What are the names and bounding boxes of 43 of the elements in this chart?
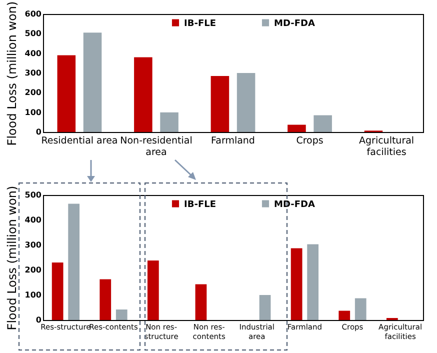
legend-label: IB-FLE xyxy=(184,18,216,29)
y-tick-label: 100 xyxy=(24,290,42,300)
bar xyxy=(210,76,230,132)
bar xyxy=(134,57,152,132)
x-tick-label: Crops xyxy=(296,136,324,146)
legend-label: IB-FLE xyxy=(184,200,216,210)
bar xyxy=(338,310,350,320)
bar xyxy=(307,244,319,320)
y-tick-label: 100 xyxy=(24,108,42,117)
y-tick-label: 300 xyxy=(24,68,42,78)
bar xyxy=(68,204,80,320)
bar xyxy=(195,284,207,320)
bar xyxy=(314,115,332,132)
bar xyxy=(147,260,159,320)
x-tick-label: Residential area xyxy=(41,136,118,146)
y-tick-label: 0 xyxy=(36,128,42,136)
bar xyxy=(83,32,102,132)
legend-label: MD-FDA xyxy=(274,18,315,29)
y-axis-title: Flood Loss (million won) xyxy=(4,186,19,330)
x-tick-label: Farmland xyxy=(211,136,255,146)
bar xyxy=(57,55,76,132)
bar xyxy=(116,310,128,320)
y-tick-label: 200 xyxy=(24,266,42,274)
y-tick-label: 200 xyxy=(24,88,42,98)
y-tick-label: 600 xyxy=(24,10,42,18)
bar xyxy=(290,248,302,320)
bar xyxy=(236,73,256,132)
bar xyxy=(160,112,178,132)
y-tick-label: 400 xyxy=(24,216,42,224)
bar xyxy=(288,124,306,132)
bar xyxy=(52,262,64,320)
y-tick-label: 500 xyxy=(24,190,42,200)
x-tick-label: Non-residential area xyxy=(120,136,192,158)
bar xyxy=(354,298,366,320)
bar xyxy=(259,295,271,320)
y-tick-label: 300 xyxy=(24,240,42,250)
y-tick-label: 0 xyxy=(36,316,42,324)
bar xyxy=(100,279,112,320)
y-axis-title: Flood Loss (million won) xyxy=(4,1,19,146)
y-tick-label: 500 xyxy=(24,29,42,38)
x-tick-label: Agricultural facilities xyxy=(358,136,414,158)
legend-label: MD-FDA xyxy=(274,200,315,210)
y-tick-label: 400 xyxy=(24,48,42,58)
